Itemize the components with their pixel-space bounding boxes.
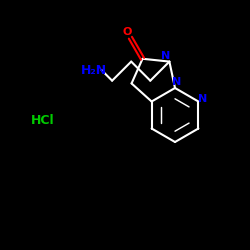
Text: N: N xyxy=(172,77,182,87)
Text: N: N xyxy=(161,50,170,60)
Text: H₂N: H₂N xyxy=(80,64,107,77)
Text: O: O xyxy=(122,27,132,37)
Text: N: N xyxy=(198,94,207,104)
Text: HCl: HCl xyxy=(31,114,55,126)
